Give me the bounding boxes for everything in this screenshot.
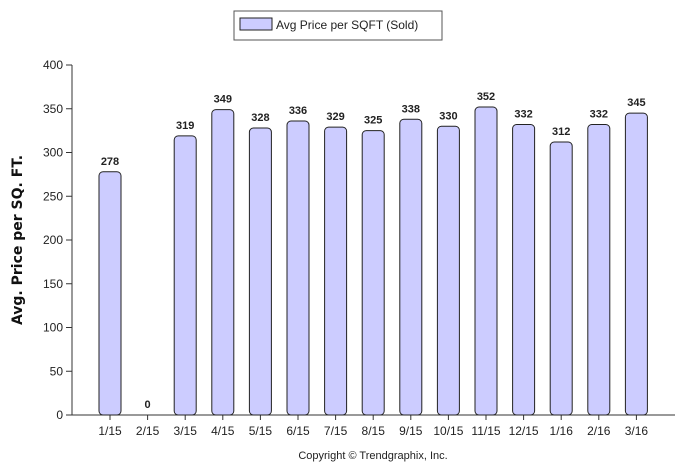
x-tick-label: 3/16 — [625, 424, 649, 438]
y-tick-label: 250 — [43, 189, 63, 203]
x-tick-label: 6/15 — [286, 424, 310, 438]
bar — [361, 130, 385, 416]
bar-value-label: 329 — [326, 111, 344, 123]
x-tick-label: 7/15 — [324, 424, 348, 438]
x-tick-label: 1/16 — [550, 424, 574, 438]
y-axis-label: Avg. Price per SQ. FT. — [10, 155, 26, 325]
data-labels: 278 0 319 349 328 336 329 325 338 330 352 332 312 332… — [101, 91, 646, 411]
x-ticks: 1/15 2/15 3/15 4/15 5/15 6/15 7/15 8/15 9/15 10/1… — [98, 415, 648, 438]
bar-value-label: 278 — [101, 156, 119, 168]
bar-value-label: 336 — [289, 105, 307, 117]
x-tick-label: 1/15 — [98, 424, 122, 438]
bar — [286, 120, 310, 416]
bar-value-label: 328 — [251, 112, 269, 124]
bar — [211, 109, 235, 416]
y-tick-label: 200 — [43, 233, 63, 247]
x-tick-label: 2/16 — [587, 424, 611, 438]
bar — [173, 135, 197, 416]
x-tick-label: 8/15 — [362, 424, 386, 438]
bar-value-label: 332 — [590, 109, 608, 121]
x-tick-label: 9/15 — [399, 424, 423, 438]
y-tick-label: 350 — [43, 102, 63, 116]
bar — [98, 171, 122, 416]
y-tick-label: 150 — [43, 277, 63, 291]
x-tick-label: 11/15 — [471, 424, 500, 438]
x-tick-label: 2/15 — [136, 424, 160, 438]
x-tick-label: 3/15 — [174, 424, 198, 438]
legend-label: Avg Price per SQFT (Sold) — [276, 18, 418, 32]
bar-value-label: 338 — [402, 103, 420, 115]
bar — [399, 118, 423, 416]
x-tick-label: 5/15 — [249, 424, 273, 438]
bar — [512, 124, 536, 416]
bar-value-label: 325 — [364, 115, 382, 127]
legend: Avg Price per SQFT (Sold) — [233, 10, 443, 41]
bar-value-label: 330 — [439, 110, 457, 122]
bars — [98, 106, 648, 416]
bar-value-label: 345 — [627, 97, 645, 109]
bar — [587, 124, 611, 416]
copyright-footer: Copyright © Trendgraphix, Inc. — [298, 450, 447, 462]
bar-value-label: 319 — [176, 120, 194, 132]
y-tick-label: 50 — [50, 364, 64, 378]
y-tick-label: 400 — [43, 58, 63, 72]
bar-value-label: 312 — [552, 126, 570, 138]
bar-value-label: 352 — [477, 91, 495, 103]
bar — [474, 106, 498, 416]
legend-swatch — [239, 17, 273, 31]
bar — [248, 127, 272, 416]
x-tick-label: 10/15 — [433, 424, 463, 438]
y-tick-label: 300 — [43, 146, 63, 160]
y-tick-label: 0 — [56, 408, 63, 422]
bar — [624, 112, 648, 416]
bar-value-label: 349 — [214, 94, 232, 106]
bar — [324, 126, 348, 416]
y-ticks: 0 50 100 150 200 250 300 350 400 — [43, 58, 72, 422]
x-tick-label: 12/15 — [509, 424, 539, 438]
bar-value-label: 0 — [145, 399, 151, 411]
x-tick-label: 4/15 — [211, 424, 235, 438]
bar — [549, 141, 573, 416]
bar — [436, 125, 460, 416]
bar-value-label: 332 — [514, 109, 532, 121]
y-tick-label: 100 — [43, 321, 63, 335]
